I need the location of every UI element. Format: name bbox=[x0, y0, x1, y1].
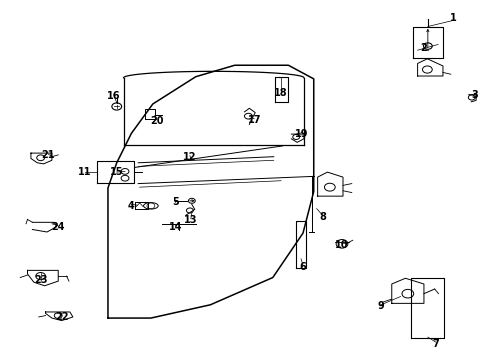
Text: 8: 8 bbox=[319, 212, 325, 221]
Text: 13: 13 bbox=[184, 215, 197, 225]
Text: 15: 15 bbox=[110, 167, 123, 177]
Text: 10: 10 bbox=[335, 239, 348, 249]
Text: 2: 2 bbox=[420, 43, 427, 53]
Text: 19: 19 bbox=[295, 129, 308, 139]
Text: 14: 14 bbox=[168, 222, 182, 232]
Text: 18: 18 bbox=[274, 88, 287, 98]
Text: 6: 6 bbox=[299, 262, 306, 272]
Text: 4: 4 bbox=[128, 201, 135, 211]
Text: 9: 9 bbox=[377, 301, 384, 311]
Text: 12: 12 bbox=[183, 152, 196, 162]
Text: 16: 16 bbox=[107, 91, 121, 101]
Text: 5: 5 bbox=[172, 197, 178, 207]
Text: 17: 17 bbox=[247, 115, 261, 125]
Text: 7: 7 bbox=[431, 339, 438, 349]
Text: 20: 20 bbox=[150, 116, 163, 126]
Text: 11: 11 bbox=[78, 167, 91, 177]
Text: 3: 3 bbox=[470, 90, 477, 100]
Text: 1: 1 bbox=[449, 13, 456, 23]
Text: 21: 21 bbox=[41, 150, 55, 160]
Text: 24: 24 bbox=[51, 222, 65, 232]
Text: 22: 22 bbox=[55, 312, 68, 322]
Text: 23: 23 bbox=[34, 275, 47, 285]
